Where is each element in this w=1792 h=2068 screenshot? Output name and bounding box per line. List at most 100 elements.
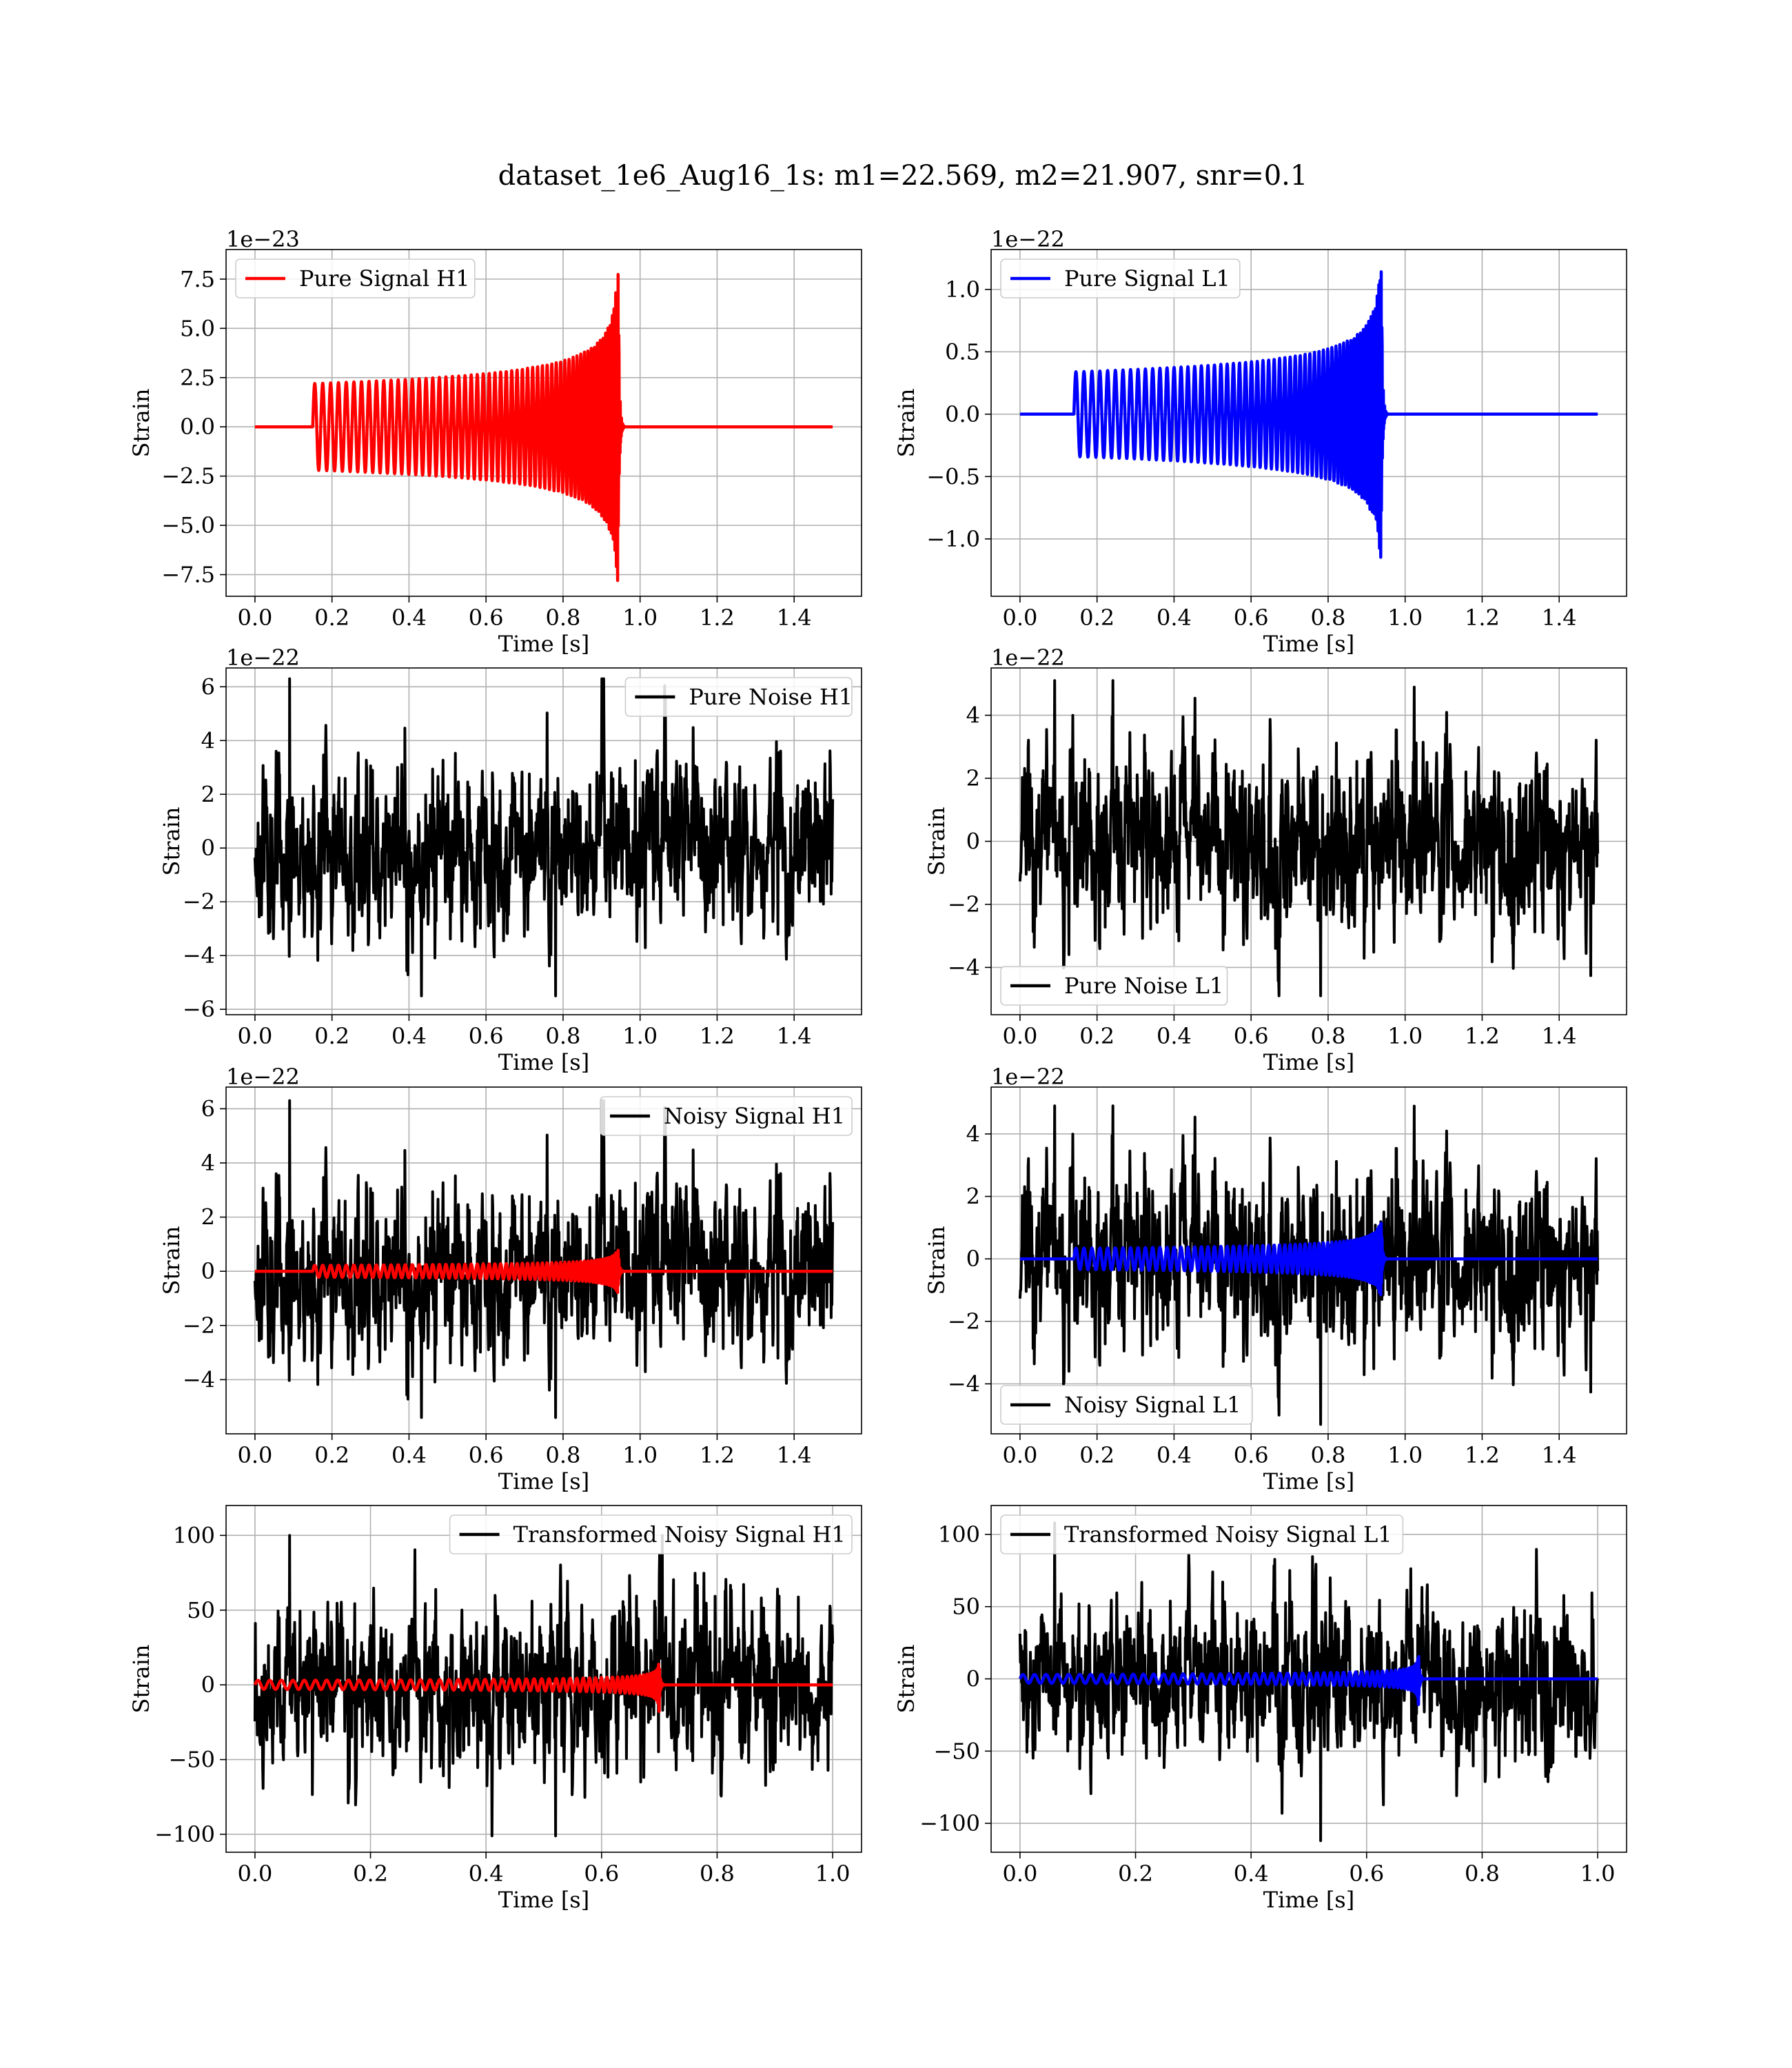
- y-tick-label: −2: [948, 891, 980, 918]
- x-tick-label: 0.8: [545, 1442, 580, 1468]
- x-axis-label: Time [s]: [1263, 1887, 1354, 1913]
- y-tick-label: 2.5: [180, 365, 215, 391]
- x-tick-label: 0.8: [1310, 605, 1345, 631]
- y-tick-label: −4: [183, 1366, 215, 1392]
- axes-frame: [225, 667, 862, 1015]
- y-tick-label: 4: [966, 1121, 980, 1147]
- x-tick-label: 0.0: [237, 605, 272, 631]
- legend-box: [235, 258, 476, 298]
- axes-frame: [225, 1505, 862, 1853]
- x-tick-label: 1.0: [1387, 605, 1423, 631]
- x-tick-label: 1.0: [622, 1442, 658, 1468]
- x-tick-label: 0.4: [1157, 605, 1192, 631]
- chart-panel-pure-signal-l1: 0.0 0.2 0.4 0.6 0.8 1.0 1.2 1.4 −1.0 −0.5 0.0 0.5 1.…: [893, 226, 1627, 657]
- x-tick-label: 0.8: [1465, 1861, 1500, 1887]
- x-tick-label: 0.8: [700, 1861, 735, 1887]
- y-offset-label: 1e−22: [226, 1064, 300, 1090]
- y-axis-label: Strain: [924, 1226, 950, 1295]
- x-tick-label: 0.6: [584, 1861, 619, 1887]
- legend-label: Pure Signal H1: [299, 265, 470, 292]
- legend-box: [1000, 258, 1241, 298]
- y-offset-label: 1e−22: [226, 645, 300, 671]
- series-line-pure-signal-h1: [254, 272, 834, 582]
- y-axis-label: Strain: [924, 807, 950, 876]
- y-tick-label: 0.0: [180, 414, 215, 440]
- y-tick-label: 6: [201, 1095, 215, 1122]
- x-tick-label: 1.2: [1465, 605, 1500, 631]
- series-group: [254, 272, 834, 582]
- x-tick-label: 0.2: [314, 605, 349, 631]
- chart-panel-transformed-noisy-signal-l1: 0.0 0.2 0.4 0.6 0.8 1.0 −100 −50 0 50 100 Time [s] S…: [893, 1505, 1627, 1913]
- y-tick-label: 7.5: [180, 266, 215, 292]
- legend: Pure Noise H1: [624, 677, 853, 717]
- y-tick-label: 100: [938, 1521, 980, 1548]
- y-tick-label: −100: [919, 1810, 980, 1836]
- y-tick-label: 2: [201, 781, 215, 807]
- y-tick-label: 50: [952, 1594, 980, 1620]
- chart-panel-pure-noise-h1: 0.0 0.2 0.4 0.6 0.8 1.0 1.2 1.4 −6 −4 −2 0 2 4 6 Time […: [159, 645, 862, 1075]
- x-tick-label: 0.4: [391, 1442, 427, 1468]
- x-tick-label: 0.6: [469, 605, 504, 631]
- x-tick-label: 0.4: [1157, 1023, 1192, 1049]
- series-line-transformed-noisy-signal-h1: [253, 1534, 835, 1838]
- x-tick-label: 0.0: [1002, 605, 1037, 631]
- y-tick-label: 0: [201, 1672, 215, 1698]
- y-offset-label: 1e−22: [991, 645, 1065, 671]
- x-tick-label: 1.4: [777, 605, 812, 631]
- x-tick-label: 0.6: [469, 1442, 504, 1468]
- legend-label: Transformed Noisy Signal L1: [1064, 1521, 1392, 1548]
- x-tick-label: 1.0: [1387, 1023, 1423, 1049]
- x-tick-label: 0.6: [1234, 605, 1269, 631]
- x-tick-label: 1.2: [700, 1442, 735, 1468]
- y-tick-label: −7.5: [161, 562, 215, 588]
- y-tick-label: 0: [201, 1258, 215, 1284]
- series-line-transformed-noisy-signal-h1-overlay-1: [253, 1663, 834, 1713]
- y-tick-label: 2: [966, 765, 980, 791]
- x-tick-label: 0.2: [1079, 1442, 1114, 1468]
- x-tick-label: 0.8: [1310, 1442, 1345, 1468]
- x-tick-label: 1.4: [777, 1442, 812, 1468]
- subplot-grid: 0.0 0.2 0.4 0.6 0.8 1.0 1.2 1.4 −7.5 −5.0 −2.5 0.0 2…: [128, 226, 1627, 1913]
- chart-panel-noisy-signal-h1: 0.0 0.2 0.4 0.6 0.8 1.0 1.2 1.4 −4 −2 0 2 4 6 Time [s]…: [159, 1064, 862, 1494]
- y-tick-label: −2: [183, 1312, 215, 1339]
- y-tick-label: −6: [183, 996, 215, 1022]
- series-group: [1019, 270, 1599, 559]
- x-tick-label: 1.4: [1542, 605, 1577, 631]
- x-tick-label: 0.2: [314, 1023, 349, 1049]
- y-tick-label: 0.5: [945, 338, 980, 365]
- y-offset-label: 1e−22: [991, 1064, 1065, 1090]
- x-tick-label: 0.6: [1349, 1861, 1384, 1887]
- x-tick-label: 1.2: [700, 1023, 735, 1049]
- legend: Noisy Signal L1: [1000, 1385, 1253, 1425]
- x-tick-label: 1.4: [1542, 1442, 1577, 1468]
- legend-label: Noisy Signal L1: [1064, 1392, 1241, 1418]
- y-offset-label: 1e−23: [226, 226, 300, 252]
- x-tick-label: 1.0: [1387, 1442, 1423, 1468]
- x-tick-label: 0.6: [1234, 1442, 1269, 1468]
- y-axis-label: Strain: [893, 389, 919, 458]
- x-tick-label: 0.2: [1118, 1861, 1153, 1887]
- legend: Pure Signal L1: [1000, 258, 1241, 298]
- x-tick-label: 0.4: [1157, 1442, 1192, 1468]
- series-group: [1018, 1521, 1600, 1843]
- x-tick-label: 0.0: [1002, 1861, 1037, 1887]
- x-tick-label: 0.2: [1079, 1023, 1114, 1049]
- x-axis-label: Time [s]: [1263, 631, 1354, 657]
- legend: Transformed Noisy Signal L1: [1000, 1514, 1404, 1554]
- legend-label: Pure Signal L1: [1064, 265, 1230, 292]
- x-tick-label: 0.2: [1079, 605, 1114, 631]
- y-axis-label: Strain: [893, 1645, 919, 1714]
- x-axis-label: Time [s]: [498, 1887, 589, 1913]
- legend-box: [1000, 966, 1228, 1006]
- y-tick-label: 4: [201, 1150, 215, 1176]
- legend-label: Noisy Signal H1: [664, 1103, 845, 1129]
- y-tick-label: −100: [154, 1821, 215, 1847]
- x-tick-label: 1.4: [1542, 1023, 1577, 1049]
- series-line-transformed-noisy-signal-l1-overlay-1: [1018, 1654, 1599, 1706]
- legend-box: [449, 1514, 853, 1554]
- x-tick-label: 1.0: [622, 1023, 658, 1049]
- series-group: [253, 1099, 835, 1419]
- y-tick-label: −50: [933, 1738, 980, 1764]
- series-line-noisy-signal-l1-overlay-1: [1019, 1221, 1599, 1297]
- y-tick-label: 6: [201, 673, 215, 700]
